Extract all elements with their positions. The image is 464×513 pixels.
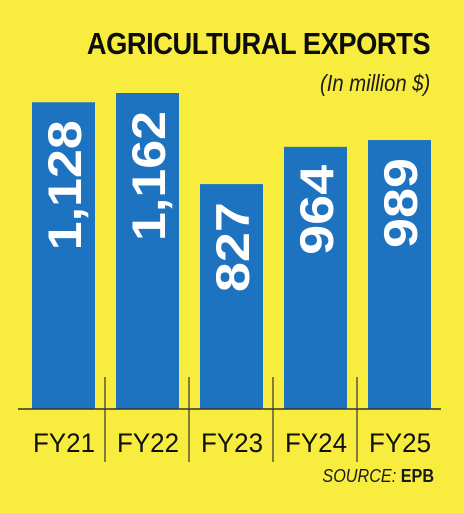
value-label: 989 (374, 158, 427, 248)
value-label: 964 (290, 165, 343, 255)
source-note: SOURCE: EPB (322, 466, 434, 487)
source-org: EPB (400, 466, 434, 486)
bar-fy22 (116, 93, 179, 409)
x-tick-label: FY21 (33, 428, 95, 458)
x-tick-label: FY24 (285, 428, 347, 458)
value-label: 1,162 (122, 111, 175, 241)
bar-fy24 (284, 146, 347, 409)
x-tick-label: FY23 (201, 428, 263, 458)
chart-title: AGRICULTURAL EXPORTS (86, 26, 431, 61)
x-tick-label: FY22 (117, 428, 179, 458)
bar-fy25 (368, 140, 431, 409)
bar-fy21 (32, 102, 95, 409)
bar-fy23 (200, 184, 263, 409)
value-label: 827 (206, 202, 259, 292)
source-label: SOURCE: (322, 466, 397, 486)
x-tick-label: FY25 (369, 428, 431, 458)
value-label: 1,128 (38, 120, 91, 250)
chart-subtitle: (In million $) (319, 70, 430, 96)
